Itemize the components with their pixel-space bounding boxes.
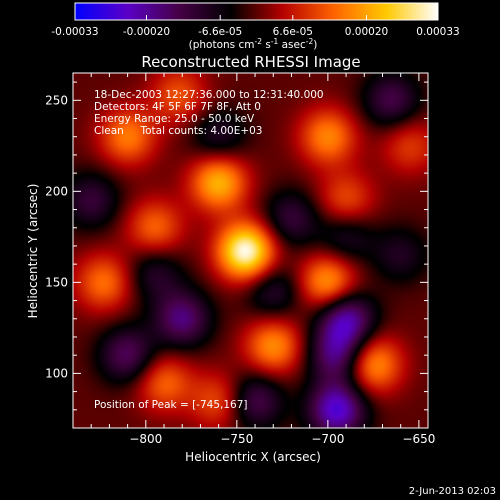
y-tick-label: 100	[45, 366, 68, 380]
x-tick-label: −750	[220, 432, 253, 446]
colorbar-tick-label: -0.00020	[123, 26, 170, 38]
heatmap-image	[73, 73, 428, 428]
colorbar-tick-label: 0.00033	[416, 26, 459, 38]
peak-position-label: Position of Peak = [-745,167]	[94, 399, 248, 411]
info-line: Energy Range: 25.0 - 50.0 keV	[94, 113, 255, 125]
colorbar-tick-label: -0.00033	[51, 26, 98, 38]
colorbar-tick-labels: -0.00033 -0.00020 -6.6e-05 6.6e-05 0.00020 0.…	[51, 26, 459, 38]
axis-tick-labels: −800 −750 −700 −650 100 150 200 250	[45, 93, 435, 446]
footer-date: 2-Jun-2013 02:03	[409, 486, 496, 497]
x-tick-label: −700	[311, 432, 344, 446]
colorbar-tick-label: 6.6e-05	[273, 26, 313, 38]
x-axis-label: Heliocentric X (arcsec)	[185, 450, 321, 464]
info-line: Clean Total counts: 4.00E+03	[94, 125, 263, 137]
chart-title: Reconstructed RHESSI Image	[141, 53, 360, 71]
y-axis-label: Heliocentric Y (arcsec)	[26, 184, 40, 319]
axis-ticks	[73, 73, 428, 428]
colorbar	[74, 2, 439, 21]
info-block: 18-Dec-2003 12:27:36.000 to 12:31:40.000…	[94, 89, 324, 137]
colorbar-tick-label: -6.6e-05	[198, 26, 242, 38]
colorbar-unit-label: (photons cm-2 s-1 asec-2)	[189, 37, 318, 51]
y-tick-label: 150	[45, 275, 68, 289]
colorbar-tick-label: 0.00020	[345, 26, 388, 38]
plot-frame	[72, 72, 429, 429]
x-tick-label: −800	[129, 432, 162, 446]
y-tick-label: 250	[45, 93, 68, 107]
colorbar-ticks	[74, 15, 439, 20]
info-line: Detectors: 4F 5F 6F 7F 8F, Att 0	[94, 101, 261, 113]
x-tick-label: −650	[402, 432, 435, 446]
info-line: 18-Dec-2003 12:27:36.000 to 12:31:40.000	[94, 89, 324, 101]
y-tick-label: 200	[45, 184, 68, 198]
